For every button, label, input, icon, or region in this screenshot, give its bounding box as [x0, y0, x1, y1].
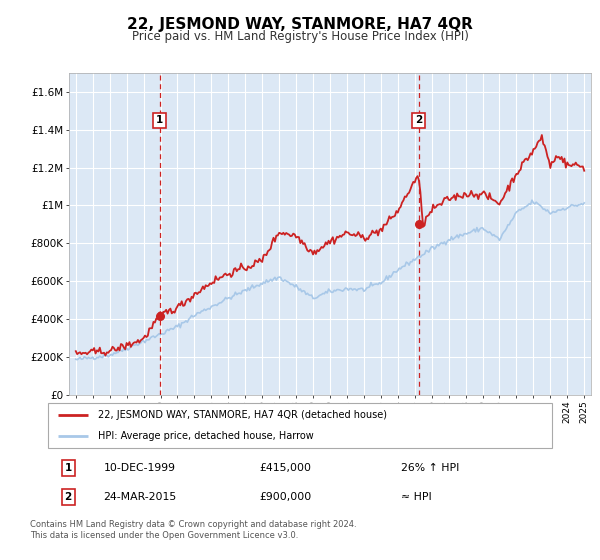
- Text: £415,000: £415,000: [260, 463, 311, 473]
- Text: ≈ HPI: ≈ HPI: [401, 492, 431, 502]
- Text: 22, JESMOND WAY, STANMORE, HA7 4QR: 22, JESMOND WAY, STANMORE, HA7 4QR: [127, 17, 473, 32]
- Text: 22, JESMOND WAY, STANMORE, HA7 4QR (detached house): 22, JESMOND WAY, STANMORE, HA7 4QR (deta…: [98, 410, 388, 421]
- Text: 26% ↑ HPI: 26% ↑ HPI: [401, 463, 459, 473]
- Text: HPI: Average price, detached house, Harrow: HPI: Average price, detached house, Harr…: [98, 431, 314, 441]
- Text: 1: 1: [65, 463, 72, 473]
- FancyBboxPatch shape: [48, 403, 552, 448]
- Text: Price paid vs. HM Land Registry's House Price Index (HPI): Price paid vs. HM Land Registry's House …: [131, 30, 469, 43]
- Text: Contains HM Land Registry data © Crown copyright and database right 2024.
This d: Contains HM Land Registry data © Crown c…: [30, 520, 356, 540]
- Text: 2: 2: [65, 492, 72, 502]
- Text: 10-DEC-1999: 10-DEC-1999: [103, 463, 175, 473]
- Text: 2: 2: [415, 115, 422, 125]
- Text: 24-MAR-2015: 24-MAR-2015: [103, 492, 176, 502]
- Text: £900,000: £900,000: [260, 492, 312, 502]
- Text: 1: 1: [156, 115, 163, 125]
